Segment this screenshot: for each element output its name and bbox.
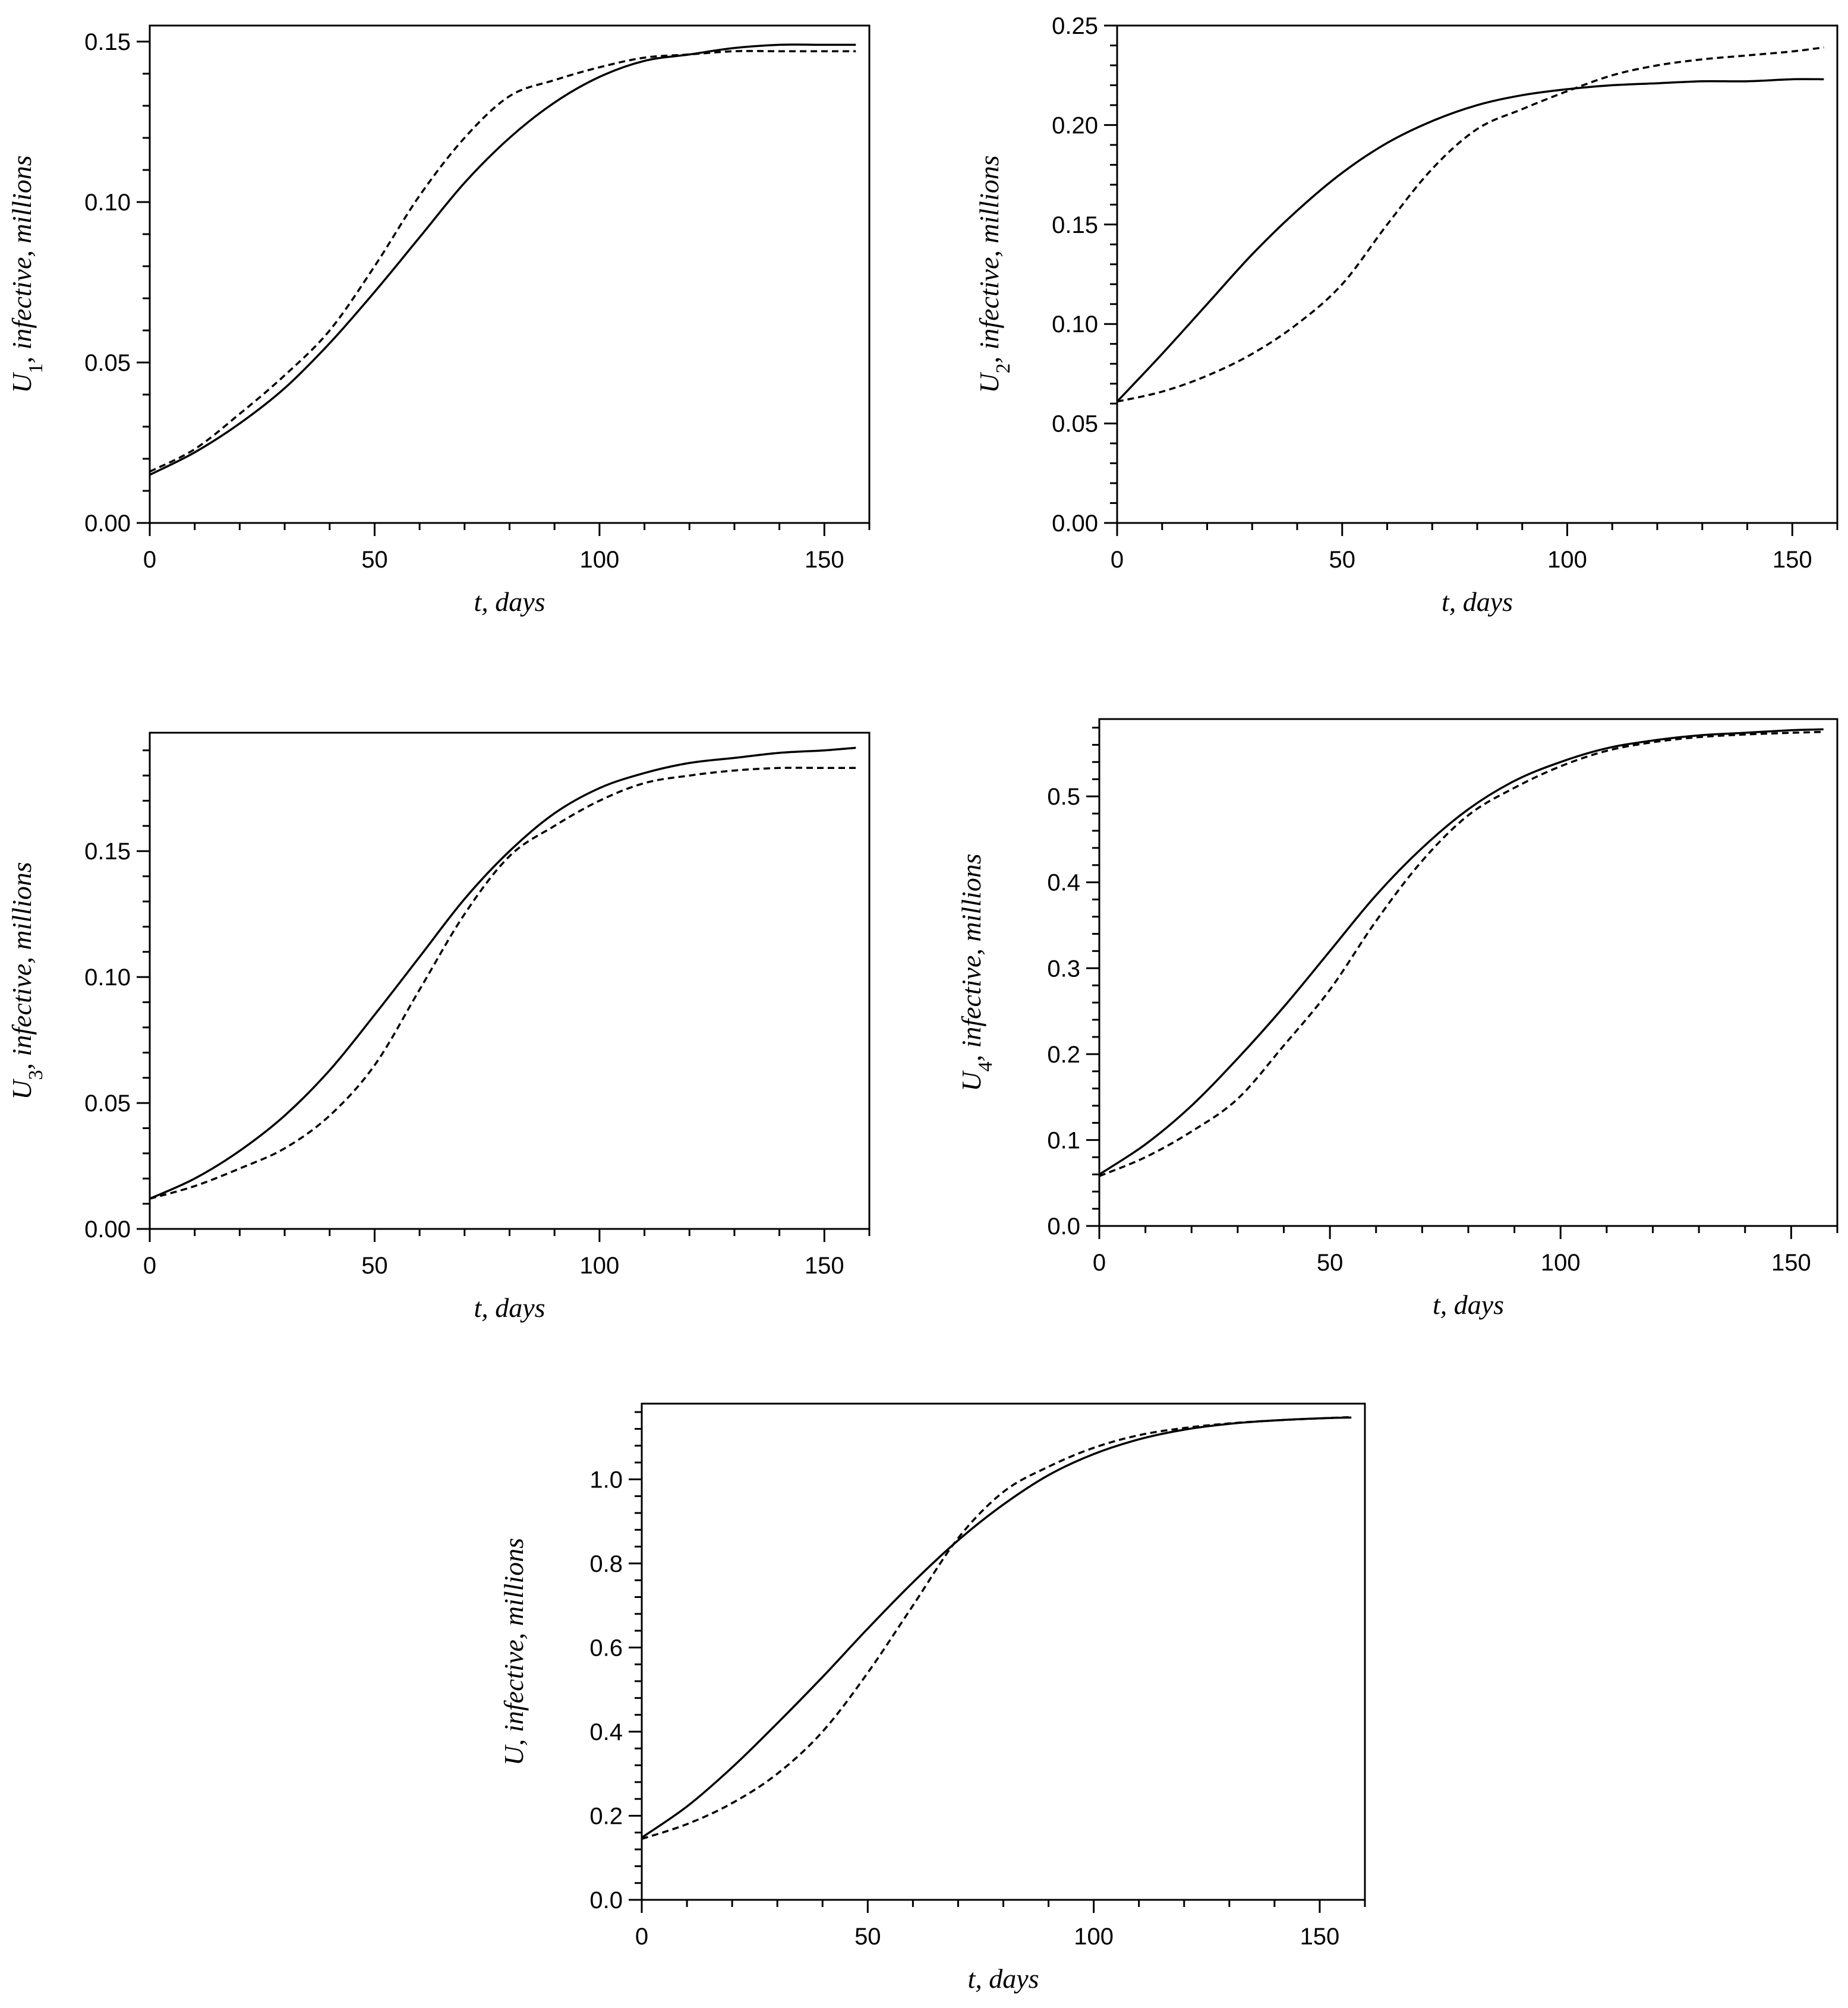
y-tick-label: 0.05 (84, 1090, 131, 1117)
x-tick-label: 50 (361, 1253, 388, 1279)
y-tick-label: 0.10 (84, 190, 131, 216)
y-tick-label: 0.00 (84, 510, 131, 537)
y-tick-label: 0.3 (1047, 956, 1080, 982)
y-tick-label: 0.8 (589, 1551, 623, 1577)
y-axis-var: U (7, 1079, 37, 1100)
series-line-data (1099, 730, 1824, 1177)
x-axis-title: t, days (1433, 1290, 1504, 1320)
series-line-data (149, 50, 856, 473)
x-axis-title: t, days (967, 1963, 1039, 1994)
y-axis-title: U1, infective, millions (7, 155, 47, 393)
y-tick-label: 0.05 (84, 350, 131, 376)
y-tick-label: 0.5 (1047, 784, 1080, 810)
plot-frame (1098, 718, 1838, 1227)
chart-panel-1: 0 50 100 150 0.00 0.05 0.10 0.15 t, days U1, infe… (7, 24, 871, 617)
x-tick-label: 0 (1093, 1250, 1106, 1276)
x-tick-label: 100 (580, 547, 620, 573)
series-line-model (149, 43, 856, 476)
x-tick-label: 50 (361, 547, 388, 573)
y-axis-var: U (499, 1744, 529, 1766)
y-tick-label: 0.25 (1052, 13, 1098, 39)
plot-frame (1116, 24, 1838, 524)
y-tick-label: 0.15 (84, 838, 131, 865)
y-tick-label: 0.2 (1047, 1042, 1080, 1068)
x-tick-label: 0 (143, 547, 156, 573)
y-axis-subscript: 2 (992, 363, 1014, 373)
y-tick-label: 0.6 (589, 1635, 623, 1661)
y-tick-label: 0.20 (1052, 112, 1098, 138)
y-tick-label: 0.0 (1047, 1213, 1080, 1240)
x-tick-label: 100 (1541, 1250, 1581, 1276)
y-tick-label: 0.2 (589, 1803, 623, 1829)
y-axis-rest: , infective, millions (974, 155, 1004, 363)
plot-frame (149, 732, 871, 1230)
y-axis-subscript: 1 (25, 363, 47, 373)
x-tick-label: 150 (1771, 1250, 1811, 1276)
x-tick-label: 100 (1547, 547, 1587, 573)
y-axis-subscript: 3 (25, 1070, 47, 1080)
y-axis-title: U4, infective, millions (956, 853, 996, 1091)
x-axis-title: t, days (474, 1293, 545, 1323)
x-tick-label: 50 (1317, 1250, 1344, 1276)
series-line-model (1116, 78, 1824, 402)
y-tick-label: 0.15 (84, 29, 131, 55)
x-tick-label: 150 (1300, 1924, 1340, 1950)
y-axis-rest: , infective, millions (499, 1538, 529, 1746)
x-tick-label: 100 (580, 1253, 620, 1279)
series-line-model (1099, 728, 1824, 1175)
chart-panel-3: 0 50 100 150 0.00 0.05 0.10 0.15 t, days U3, infe… (7, 732, 871, 1323)
y-axis-title: U3, infective, millions (7, 862, 47, 1099)
y-tick-label: 0.15 (1052, 212, 1098, 238)
y-tick-label: 0.10 (1052, 311, 1098, 338)
x-tick-label: 150 (805, 547, 844, 573)
y-axis-title: U, infective, millions (499, 1538, 529, 1766)
chart-panel-2: 0 50 100 150 0.00 0.05 0.10 0.15 0.20 0.25 t, days… (974, 13, 1838, 617)
y-axis-subscript: 4 (975, 1061, 996, 1071)
y-axis-var: U (956, 1070, 986, 1092)
plot-frame (641, 1402, 1366, 1901)
x-axis-title: t, days (474, 587, 545, 617)
y-axis-rest: , infective, millions (7, 155, 37, 363)
y-tick-label: 0.10 (84, 964, 131, 991)
y-tick-label: 0.4 (1047, 870, 1080, 896)
series-line-data (1117, 46, 1824, 403)
x-tick-label: 150 (805, 1253, 844, 1279)
y-axis-var: U (7, 372, 37, 393)
y-tick-label: 0.00 (84, 1216, 131, 1243)
y-axis-var: U (974, 372, 1004, 393)
x-tick-label: 0 (1111, 547, 1124, 573)
chart-panel-5: 0 50 100 150 0.0 0.2 0.4 0.6 0.8 1.0 t, days U, inf… (499, 1402, 1366, 1994)
y-axis-rest: , infective, millions (956, 853, 986, 1061)
series-line-model (149, 746, 856, 1200)
x-tick-label: 50 (1329, 547, 1356, 573)
x-tick-label: 50 (854, 1924, 881, 1950)
y-tick-label: 0.05 (1052, 411, 1098, 437)
series-line-model (641, 1416, 1352, 1839)
y-tick-label: 0.1 (1047, 1127, 1080, 1153)
x-tick-label: 150 (1773, 547, 1812, 573)
x-tick-label: 100 (1074, 1924, 1114, 1950)
y-axis-title: U2, infective, millions (974, 155, 1014, 393)
series-line-data (149, 767, 856, 1200)
chart-panel-4: 0 50 100 150 0.0 0.1 0.2 0.3 0.4 0.5 t, days U4, in… (956, 718, 1838, 1320)
y-tick-label: 1.0 (589, 1467, 623, 1493)
y-tick-label: 0.4 (589, 1719, 623, 1745)
x-tick-label: 0 (635, 1924, 648, 1950)
x-axis-title: t, days (1442, 587, 1513, 617)
y-axis-rest: , infective, millions (7, 862, 37, 1070)
plot-frame (149, 24, 871, 524)
y-tick-label: 0.00 (1052, 510, 1098, 537)
y-tick-label: 0.0 (589, 1887, 623, 1914)
x-tick-label: 0 (143, 1253, 156, 1279)
series-line-data (641, 1416, 1352, 1840)
